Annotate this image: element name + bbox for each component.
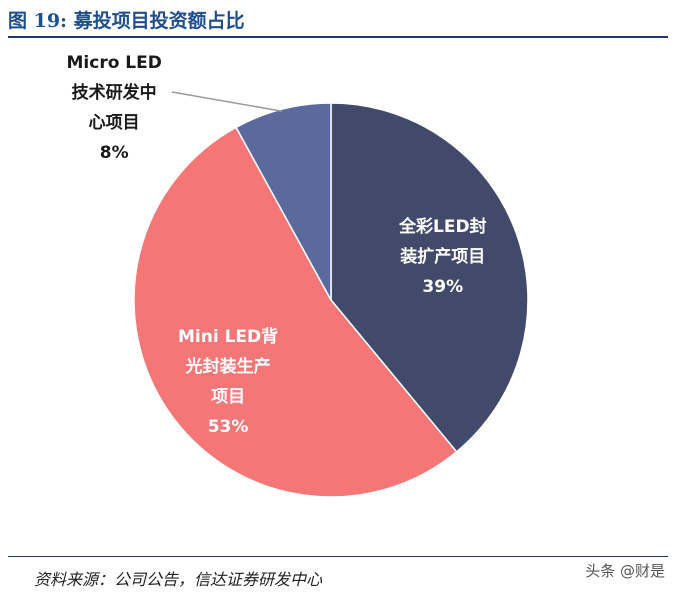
source-note: 资料来源：公司公告，信达证券研发中心 — [34, 570, 323, 589]
slice-mini-led-label: Mini LED背 光封装生产项目 53% — [178, 322, 278, 442]
slice-mini-led — [133, 126, 458, 498]
slice-label-line: 全彩LED封 — [399, 217, 487, 237]
slice-percent-label: 39% — [422, 277, 464, 297]
slice-label-line: 项目 — [211, 387, 246, 407]
watermark: 头条 @财是 — [585, 562, 665, 580]
slice-label-line: 装扩产项目 — [400, 247, 486, 267]
slice-label-line: 心项目 — [88, 113, 140, 133]
slice-micro-led — [235, 102, 332, 301]
source-rule — [8, 556, 668, 557]
slice-percent-label: 8% — [99, 143, 129, 163]
slice-full-color-led-label: 全彩LED封 装扩产项目 39% — [399, 212, 487, 302]
leader-line-micro-led — [171, 91, 283, 112]
figure-title: 图 19: 募投项目投资额占比 — [8, 10, 245, 32]
slice-full-color-led — [330, 102, 529, 453]
slice-label-line: 技术研发中 — [71, 83, 157, 103]
slice-label-line: Mini LED背 — [178, 327, 279, 347]
slice-label-line: Micro LED — [66, 53, 162, 73]
slice-percent-label: 53% — [207, 417, 249, 437]
slice-micro-led-label: Micro LED 技术研发中心项目 8% — [67, 48, 162, 168]
slice-label-line: 光封装生产 — [185, 357, 271, 377]
title-rule — [8, 36, 668, 38]
